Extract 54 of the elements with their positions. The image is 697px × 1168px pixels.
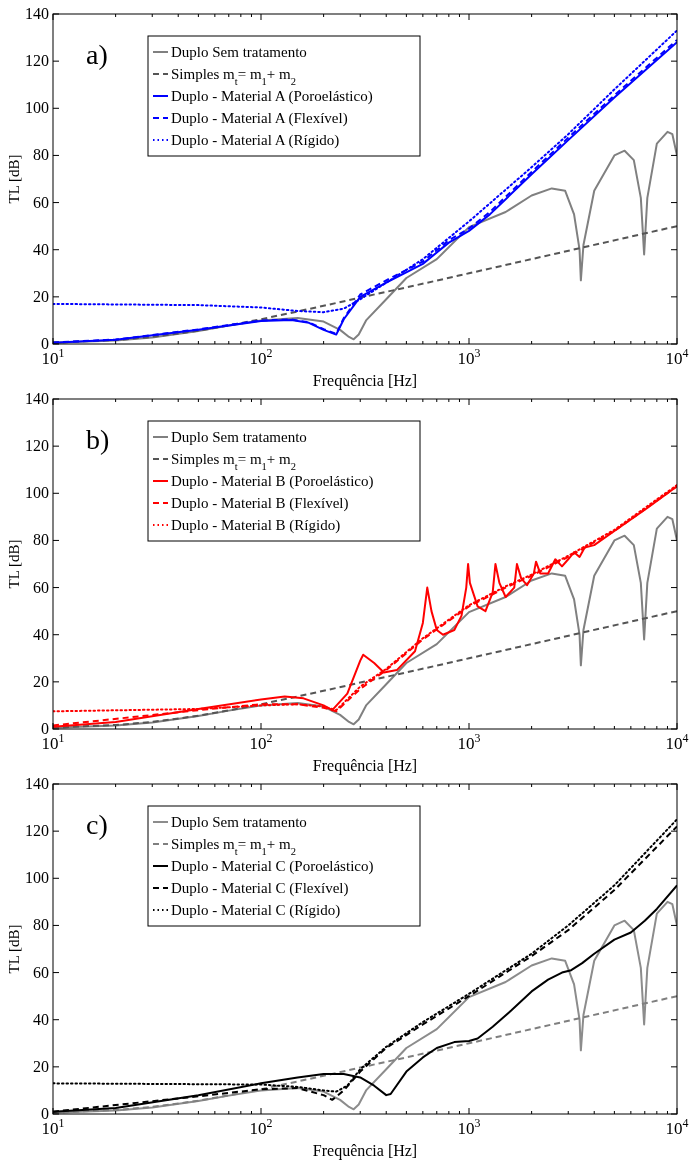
x-tick-label: 10$^{4}$	[665, 346, 689, 368]
legend-label: Duplo Sem tratamento	[171, 814, 307, 830]
x-tick-label: 10$^{4}$	[665, 1116, 689, 1138]
x-tick-label: 10$^{2}$	[249, 1116, 273, 1138]
y-tick-label: 80	[33, 916, 49, 934]
x-axis-title: Frequência [Hz]	[312, 757, 418, 775]
y-tick-label: 100	[25, 869, 49, 887]
x-tick-label: 10$^{4}$	[665, 731, 689, 753]
y-tick-label: 80	[33, 146, 49, 164]
legend-label: Duplo - Material A (Poroelástico)	[171, 88, 373, 105]
legend-label: Duplo - Material A (Rígido)	[171, 132, 340, 149]
legend-label: Duplo - Material C (Rígido)	[171, 902, 341, 919]
y-tick-label: 60	[33, 578, 49, 596]
legend-label: Duplo - Material C (Poroelástico)	[171, 858, 374, 875]
y-tick-label: 120	[25, 437, 49, 455]
y-axis-title: TL [dB]	[6, 924, 22, 974]
y-tick-label: 140	[25, 775, 49, 792]
x-tick-label: 10$^{2}$	[249, 731, 273, 753]
y-tick-label: 60	[33, 963, 49, 981]
legend-label: Simples m$_{t}$= m$_{1}$+ m$_{2}$	[171, 836, 296, 857]
y-axis-title: TL [dB]	[6, 539, 22, 589]
legend-label: Duplo - Material B (Poroelástico)	[171, 473, 374, 490]
y-tick-label: 80	[33, 531, 49, 549]
y-tick-label: 40	[33, 625, 49, 643]
legend-label: Duplo Sem tratamento	[171, 44, 307, 60]
y-tick-label: 20	[33, 287, 49, 305]
annotation: c)	[86, 809, 108, 840]
legend-label: Duplo - Material A (Flexível)	[171, 110, 348, 127]
legend-label: Simples m$_{t}$= m$_{1}$+ m$_{2}$	[171, 66, 296, 87]
y-tick-label: 40	[33, 240, 49, 258]
legend-label: Duplo - Material B (Rígido)	[171, 517, 341, 534]
y-tick-label: 140	[25, 5, 49, 22]
x-tick-label: 10$^{3}$	[457, 346, 481, 368]
legend-label: Duplo - Material B (Flexível)	[171, 495, 349, 512]
y-tick-label: 100	[25, 484, 49, 502]
x-axis-title: Frequência [Hz]	[312, 1142, 418, 1160]
x-axis-title: Frequência [Hz]	[312, 372, 418, 390]
y-tick-label: 20	[33, 672, 49, 690]
x-tick-label: 10$^{3}$	[457, 731, 481, 753]
y-tick-label: 40	[33, 1010, 49, 1028]
y-tick-label: 100	[25, 99, 49, 117]
y-tick-label: 140	[25, 390, 49, 407]
y-tick-label: 120	[25, 822, 49, 840]
legend-label: Duplo Sem tratamento	[171, 429, 307, 445]
x-tick-label: 10$^{3}$	[457, 1116, 481, 1138]
y-tick-label: 120	[25, 52, 49, 70]
annotation: b)	[86, 424, 110, 455]
annotation: a)	[86, 39, 108, 70]
y-tick-label: 20	[33, 1057, 49, 1075]
x-tick-label: 10$^{2}$	[249, 346, 273, 368]
legend-label: Duplo - Material C (Flexível)	[171, 880, 349, 897]
legend-label: Simples m$_{t}$= m$_{1}$+ m$_{2}$	[171, 451, 296, 472]
y-axis-title: TL [dB]	[6, 154, 22, 204]
y-tick-label: 60	[33, 193, 49, 211]
